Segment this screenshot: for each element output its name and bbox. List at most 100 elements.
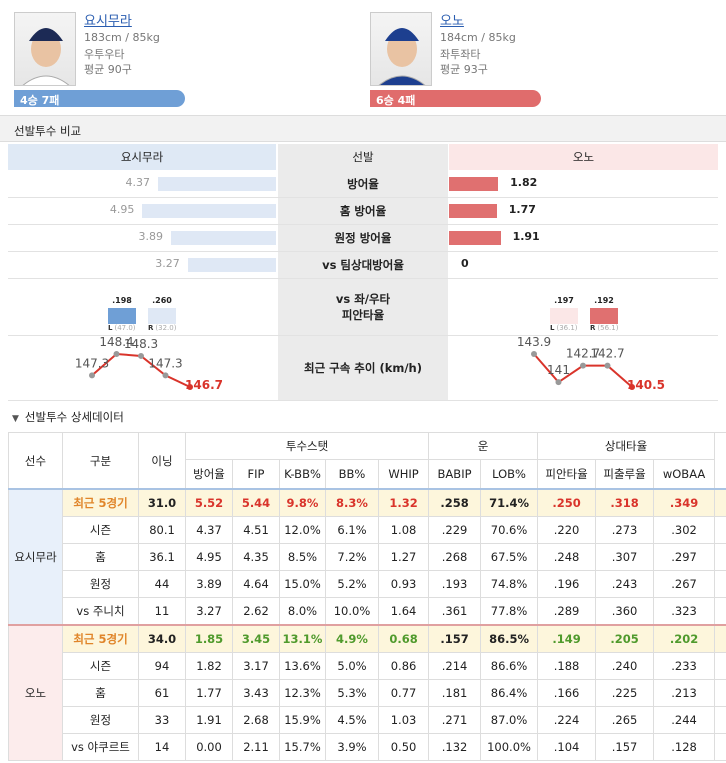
data-cell: 4.9% [325, 624, 379, 653]
data-cell: .360 [595, 597, 655, 626]
data-cell: 0.77 [377, 679, 430, 707]
data-cell: .323 [653, 597, 716, 626]
data-cell: 8.3% [325, 488, 379, 517]
data-cell: 홈 [62, 543, 139, 571]
data-cell: 원정 [62, 570, 139, 598]
data-cell: .149 [537, 624, 597, 653]
row-border [8, 251, 718, 252]
header-cell: BABIP [428, 459, 482, 490]
header-cell: WHIP [377, 459, 430, 490]
velocity-label: 143.9 [517, 335, 551, 349]
data-cell: 3.89 [185, 570, 233, 598]
pa: (36.1) [556, 324, 578, 332]
data-cell: .128 [653, 733, 716, 761]
data-cell: vs 야쿠르트 [62, 733, 139, 761]
data-cell: .214 [428, 652, 482, 680]
data-cell: 36.1 [138, 543, 186, 571]
detail-title: ▼ 선발투수 상세데이터 [0, 406, 300, 426]
compare-header: 오노 [449, 144, 718, 170]
toggle-icon[interactable]: ▼ [12, 414, 19, 424]
data-cell: .181 [428, 679, 482, 707]
data-cell: 최근 5경기 [62, 488, 139, 517]
side: L [108, 324, 113, 332]
data-cell: 3.9% [325, 733, 379, 761]
data-cell: .267 [653, 570, 716, 598]
data-cell: 70.6% [480, 516, 539, 544]
player-photo [14, 12, 76, 86]
data-cell: .213 [653, 679, 716, 707]
player-name[interactable]: 오노 [440, 14, 464, 29]
header-cell: 피안타율 [537, 459, 597, 490]
player-info: 183cm / 85kg [84, 31, 160, 44]
data-cell: .196 [537, 570, 597, 598]
avatar [378, 28, 426, 85]
velocity-point [138, 352, 144, 359]
bar [158, 177, 276, 191]
header-cell: 운 [428, 432, 539, 460]
stat-label: 홈 방어율 [339, 203, 387, 218]
data-cell: 5.3% [325, 679, 379, 707]
data-cell: .268 [428, 543, 482, 571]
header-cell: 상대타율 [537, 432, 716, 460]
split-avg: .192 [594, 296, 614, 305]
data-cell: 1.27 [377, 543, 430, 571]
velocity-label: 147.3 [75, 356, 109, 370]
player-name[interactable]: 요시무라 [84, 14, 132, 29]
velocity-point [555, 379, 562, 386]
data-cell: 0.86 [377, 652, 430, 680]
side: L [550, 324, 555, 332]
data-cell: 2.62 [232, 597, 280, 626]
header-cell: 투수스탯 [184, 432, 430, 460]
row-border [8, 335, 718, 336]
row-border [8, 224, 718, 225]
player-info: 좌투좌타 [440, 48, 481, 61]
velocity-label: 148.3 [124, 337, 158, 351]
data-cell: 3.43 [232, 679, 280, 707]
value-label: 0 [461, 257, 469, 270]
pa: (32.0) [155, 324, 177, 332]
data-cell: 44 [138, 570, 186, 598]
data-cell: 4.5% [325, 706, 379, 734]
data-cell: .224 [537, 706, 597, 734]
data-cell: vs 주니치 [62, 597, 139, 626]
data-cell: .271 [428, 706, 482, 734]
split-avg: .198 [112, 296, 132, 305]
data-cell: 7.2% [325, 543, 379, 571]
data-cell: 33 [138, 706, 186, 734]
data-row: vs 야쿠르트 14 0.00 2.11 15.7% 3.9% 0.50.132 100.0%… [9, 733, 726, 761]
data-cell: 31.0 [138, 488, 186, 517]
data-cell: 67.5% [480, 543, 539, 571]
player-cell: 요시무라 [8, 488, 63, 626]
split-side: L (47.0) [108, 324, 144, 335]
value-label: 1.77 [508, 203, 536, 216]
data-row: 오노 최근 5경기 34.0 1.85 3.45 13.1% 4.9% 0.68.157 86.… [8, 624, 726, 761]
bar [449, 231, 501, 245]
data-cell: 4.37 [185, 516, 233, 544]
data-cell: 8.0% [279, 597, 326, 626]
data-row: 홈 36.1 4.95 4.35 8.5% 7.2% 1.27.268 67.5% .248.3… [9, 543, 726, 571]
data-cell: .307 [595, 543, 655, 571]
data-cell: .157 [428, 624, 482, 653]
pa: (47.0) [114, 324, 136, 332]
data-cell: .225 [595, 679, 655, 707]
cut-cell [714, 597, 726, 626]
data-cell: 4.51 [232, 516, 280, 544]
velocity-point [531, 351, 537, 357]
data-cell: .188 [537, 652, 597, 680]
data-cell: 71.4% [480, 488, 539, 517]
data-cell: .265 [595, 706, 655, 734]
velocity-label: 142.7 [566, 347, 600, 361]
player-info: 평균 93구 [440, 63, 488, 76]
detail-table-wrap: 선수 구분 이닝 투수스탯 운 상대타율 방어율 FIP K-BB% BB% WHIP BABIP LO… [8, 432, 726, 763]
cut-cell [714, 516, 726, 544]
data-cell: 34.0 [138, 624, 186, 653]
data-cell: 86.6% [480, 652, 539, 680]
data-cell: 1.91 [185, 706, 233, 734]
split-label: vs 좌/우타 피안타율 [278, 278, 448, 335]
data-cell: .132 [428, 733, 482, 761]
stat-label: 방어율 [347, 176, 379, 191]
data-cell: 5.0% [325, 652, 379, 680]
data-cell: 15.0% [279, 570, 326, 598]
record-bar: 4승 7패 [14, 90, 185, 107]
